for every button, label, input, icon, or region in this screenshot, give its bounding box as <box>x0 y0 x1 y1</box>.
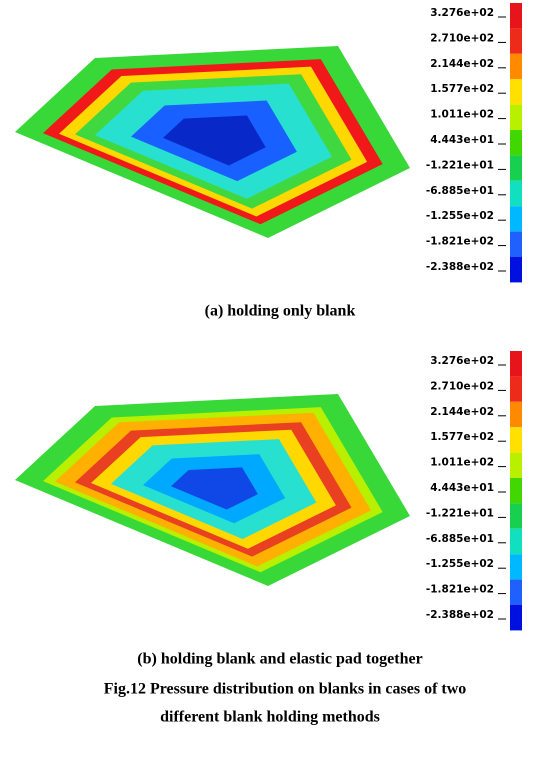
legend-label: -1.221e+01 <box>426 507 494 519</box>
figure-caption: Fig.12 Pressure distribution on blanks i… <box>104 681 467 698</box>
legend-swatch <box>510 529 522 554</box>
legend-label: 1.577e+02 <box>430 431 494 443</box>
legend-swatch <box>510 3 522 28</box>
legend-swatch <box>510 28 522 53</box>
legend-label: -6.885e+01 <box>426 533 494 545</box>
contour-plot <box>15 46 410 238</box>
legend-label: 3.276e+02 <box>430 7 494 19</box>
figure: (a) holding only blank (b) holding blank… <box>0 0 560 758</box>
legend-swatch <box>510 453 522 478</box>
legend-label: -1.821e+02 <box>426 236 494 248</box>
panel-caption: (b) holding blank and elastic pad togeth… <box>137 651 422 668</box>
legend-label: 4.443e+01 <box>430 134 494 146</box>
legend-label: 3.276e+02 <box>430 355 494 367</box>
legend-label: 4.443e+01 <box>430 482 494 494</box>
legend-label: 2.144e+02 <box>430 406 494 418</box>
legend-swatch <box>510 351 522 376</box>
legend-label: 1.011e+02 <box>430 109 494 121</box>
legend-label: -2.388e+02 <box>426 261 494 273</box>
legend-label: 2.710e+02 <box>430 380 494 392</box>
legend-swatch <box>510 605 522 630</box>
legend-swatch <box>510 181 522 206</box>
legend-swatch <box>510 503 522 528</box>
legend-label: -6.885e+01 <box>426 185 494 197</box>
legend-swatch <box>510 206 522 231</box>
legend-label: -1.255e+02 <box>426 210 494 222</box>
legend-swatch <box>510 105 522 130</box>
legend-swatch <box>510 580 522 605</box>
legend-label: 1.577e+02 <box>430 83 494 95</box>
legend-label: 1.011e+02 <box>430 457 494 469</box>
legend-label: -2.388e+02 <box>426 609 494 621</box>
legend-label: -1.255e+02 <box>426 558 494 570</box>
contour-plot <box>15 394 410 586</box>
legend-label: -1.821e+02 <box>426 584 494 596</box>
panel-caption: (a) holding only blank <box>205 303 356 320</box>
legend-swatch <box>510 232 522 257</box>
legend-swatch <box>510 155 522 180</box>
legend-swatch <box>510 402 522 427</box>
legend-swatch <box>510 130 522 155</box>
legend-swatch <box>510 79 522 104</box>
legend-swatch <box>510 257 522 282</box>
figure-caption: different blank holding methods <box>160 709 380 726</box>
legend-swatch <box>510 554 522 579</box>
legend-label: 2.710e+02 <box>430 32 494 44</box>
legend-swatch <box>510 376 522 401</box>
legend-swatch <box>510 427 522 452</box>
legend-swatch <box>510 54 522 79</box>
legend-label: 2.144e+02 <box>430 58 494 70</box>
legend-label: -1.221e+01 <box>426 159 494 171</box>
legend-swatch <box>510 478 522 503</box>
